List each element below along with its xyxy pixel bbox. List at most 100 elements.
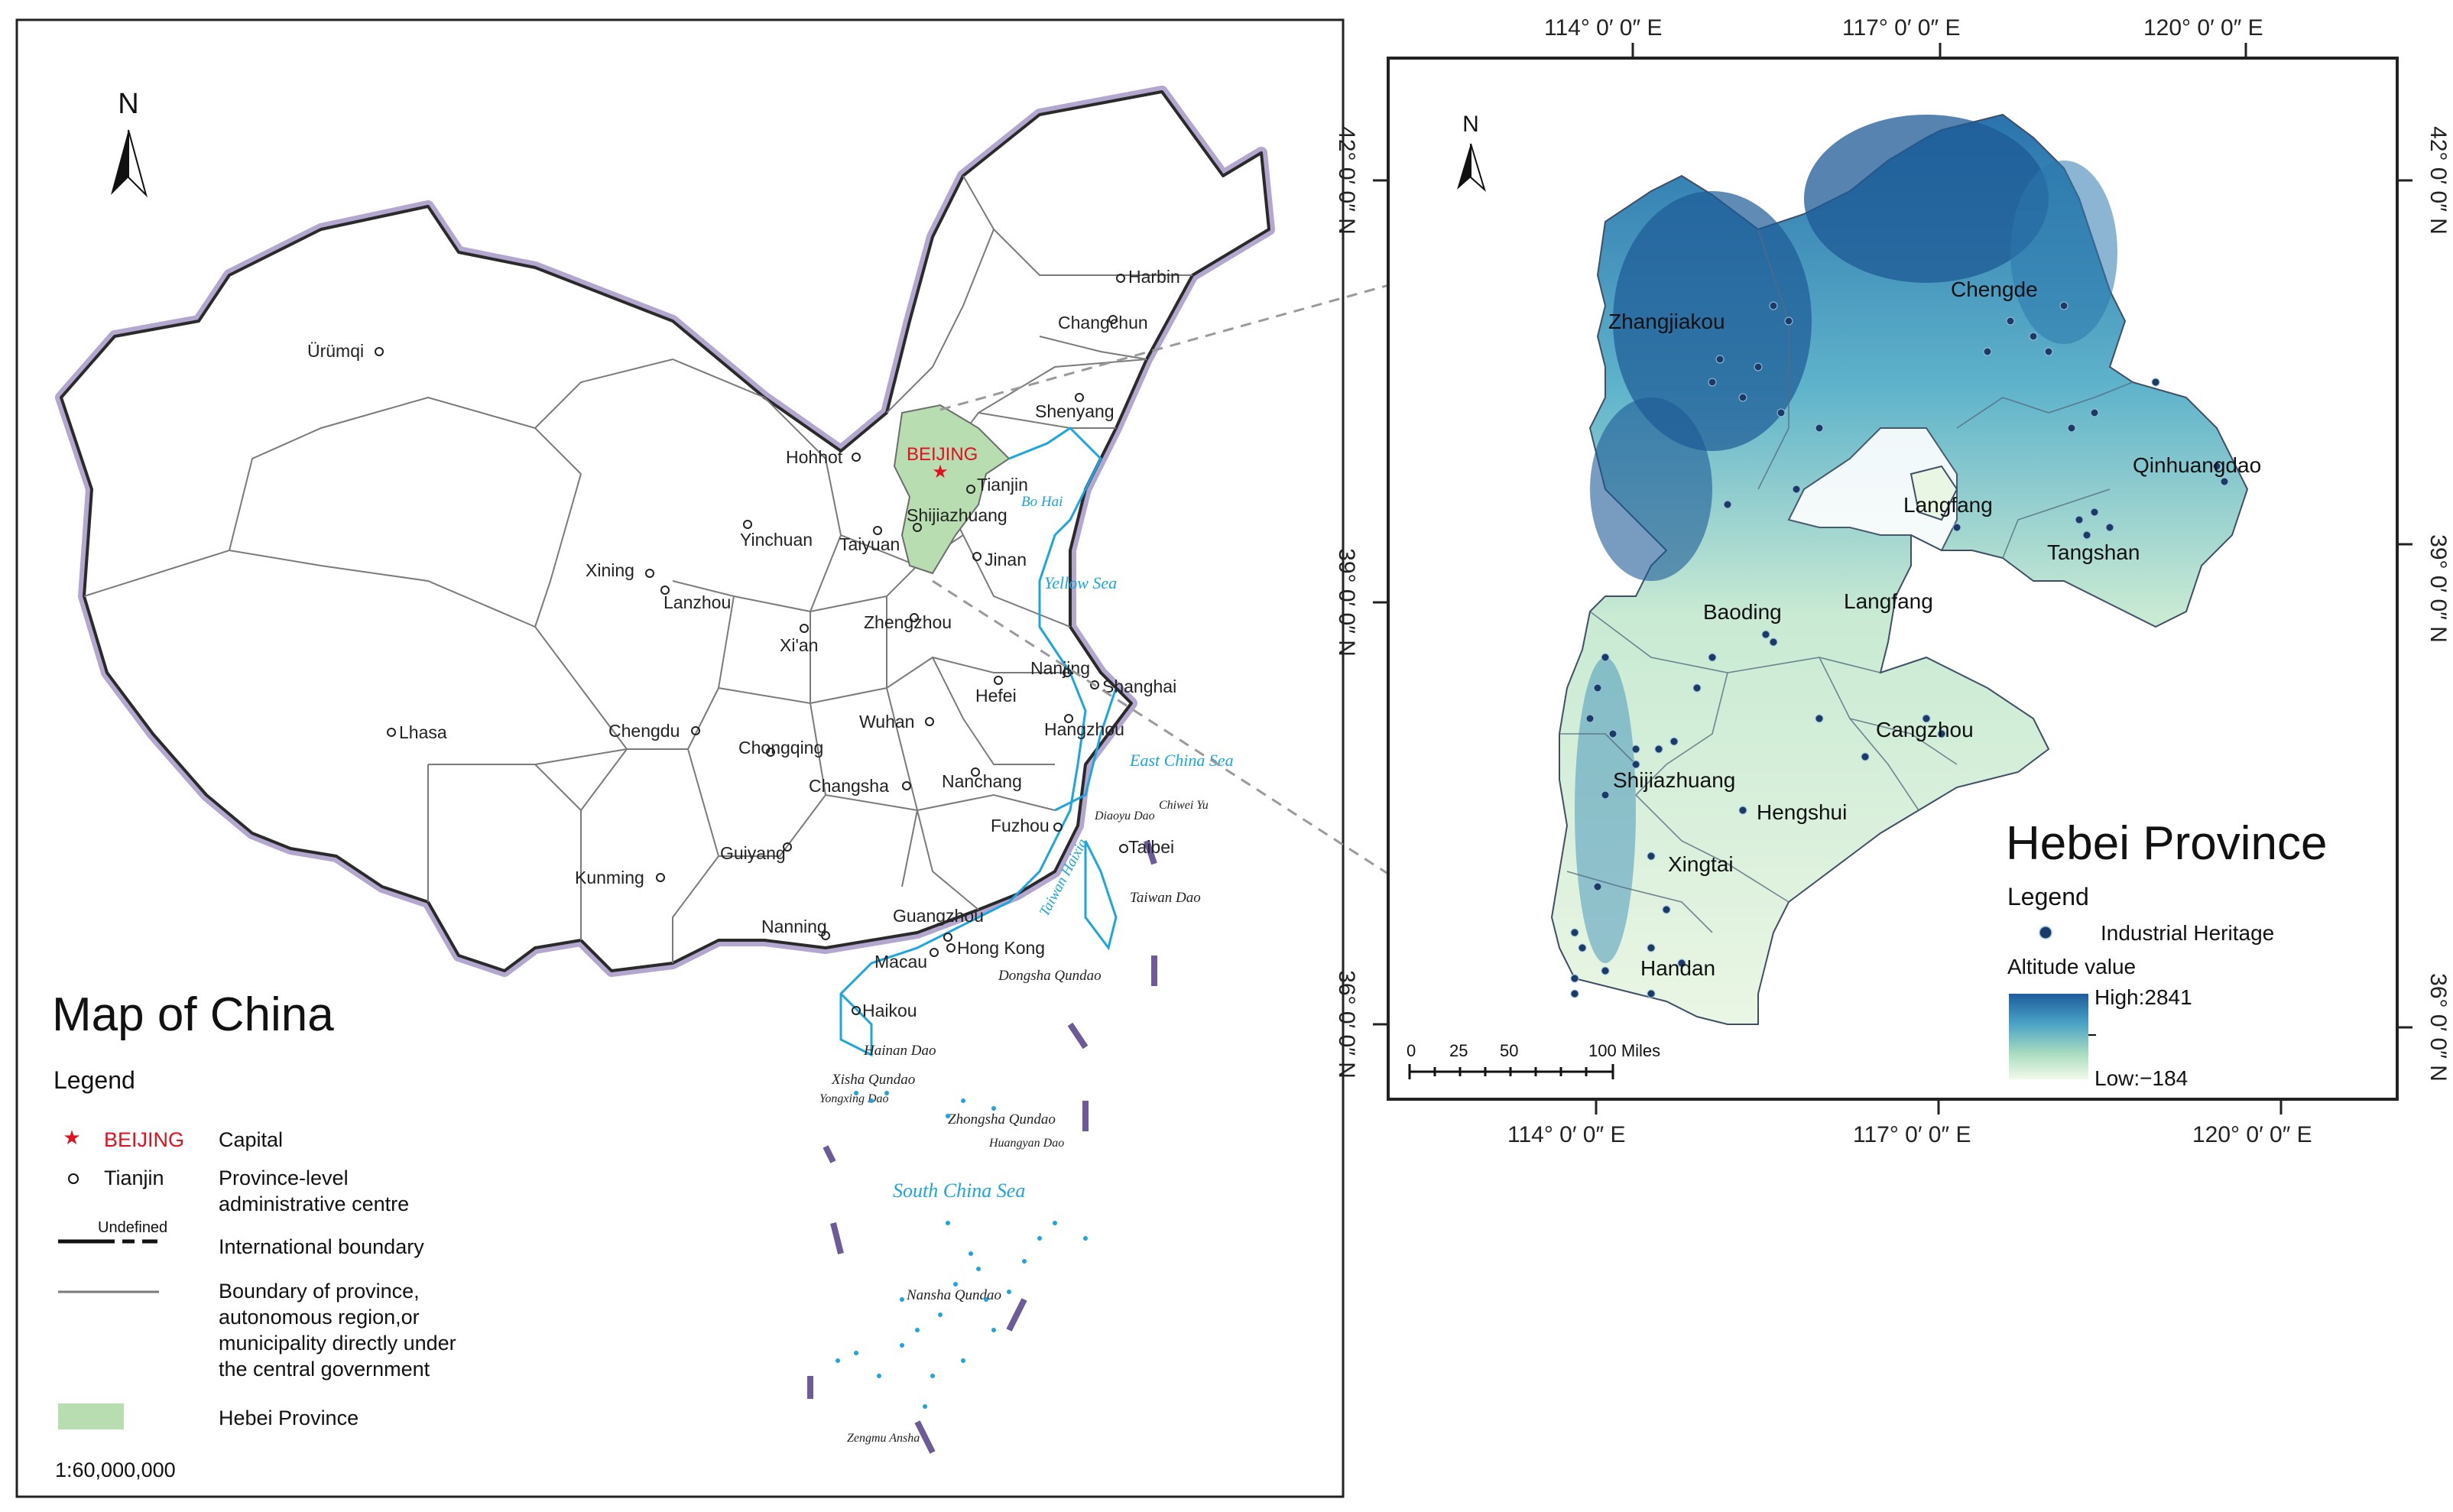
lat-labels-left: 42° 0′ 0″ N 39° 0′ 0″ N 36° 0′ 0″ N <box>1334 126 1359 1079</box>
city-label: Ürümqi <box>307 341 364 361</box>
mountain-shade-northwest <box>1613 191 1812 451</box>
china-north-arrow: N <box>111 88 148 198</box>
mountain-shade-north <box>1804 115 2049 283</box>
city-label: Nanning <box>761 917 827 936</box>
graticule-ticks <box>1373 43 2412 1115</box>
water-label: Yellow Sea <box>1044 573 1117 592</box>
island-label: Huangyan Dao <box>988 1137 1064 1150</box>
legend-prov-desc-3: municipality directly under <box>219 1332 456 1355</box>
altitude-label: Altitude value <box>2007 955 2136 978</box>
lon-label: 120° 0′ 0″ E <box>2192 1122 2312 1147</box>
scale-label: 50 <box>1500 1041 1518 1060</box>
china-panel: N Harbin Changchun Ürümqi Shenyang Hohho… <box>15 18 1345 1498</box>
coastline <box>839 427 1118 1057</box>
lon-label: 117° 0′ 0″ E <box>1842 15 1960 41</box>
mountain-shade-northeast <box>2010 161 2117 344</box>
island-labels: Diaoyu Dao Chiwei Yu Taiwan Dao Dongsha … <box>819 799 1209 1445</box>
legend-intl-desc: International boundary <box>219 1235 424 1258</box>
hebei-city-label: Tangshan <box>2047 540 2140 564</box>
hebei-city-label: Hengshui <box>1757 800 1847 824</box>
legend-hebei-desc: Hebei Province <box>219 1407 359 1429</box>
island-label: Chiwei Yu <box>1159 799 1209 812</box>
lat-label: 36° 0′ 0″ N <box>2425 973 2451 1082</box>
hebei-city-label: Langfang <box>1844 589 1933 613</box>
hebei-highlight <box>893 404 1011 575</box>
lon-label: 117° 0′ 0″ E <box>1853 1122 1971 1147</box>
hebei-city-label: Cangzhou <box>1876 718 1974 741</box>
legend-prov-desc-1: Boundary of province, <box>219 1280 420 1303</box>
city-label: Lhasa <box>399 722 447 742</box>
lat-label: 39° 0′ 0″ N <box>1334 548 1359 657</box>
heritage-points <box>1570 301 2229 998</box>
water-label: Bo Hai <box>1021 494 1063 510</box>
island-label: Xisha Qundao <box>831 1072 915 1088</box>
mountain-shade-west <box>1590 397 1712 581</box>
legend-centre-desc-1: Province-level <box>219 1166 349 1189</box>
china-north-label: N <box>118 88 138 120</box>
hebei-north-label: N <box>1462 112 1479 137</box>
city-label: Haikou <box>862 1001 917 1020</box>
legend-hebei-swatch <box>58 1403 124 1429</box>
china-legend-title: Legend <box>54 1066 135 1094</box>
legend-capital-star-icon: ★ <box>63 1126 80 1149</box>
langfang-enclave <box>1910 465 1958 521</box>
island-label: Zengmu Ansha <box>847 1432 920 1445</box>
legend-centre-marker <box>68 1173 79 1184</box>
city-label: Guangzhou <box>893 906 984 926</box>
legend-heritage-dot <box>2039 926 2052 939</box>
scale-label: 25 <box>1449 1041 1468 1060</box>
city-label: Wuhan <box>859 712 914 732</box>
capital-label: BEIJING <box>907 444 978 465</box>
hebei-city-label: Langfang <box>1903 493 1993 517</box>
hebei-north-arrow: N <box>1457 112 1486 193</box>
island-label: Hainan Dao <box>863 1043 936 1059</box>
island-label: Taiwan Dao <box>1130 890 1201 906</box>
beijing-tianjin-hole <box>1787 427 1958 552</box>
city-label: Zhengzhou <box>864 612 952 632</box>
legend-prov-desc-4: the central government <box>219 1358 430 1381</box>
china-city-layer: Harbin Changchun Ürümqi Shenyang Hohhot … <box>307 267 1180 1020</box>
city-label: Yinchuan <box>740 530 813 550</box>
city-label: Hohhot <box>786 447 843 467</box>
altitude-low: Low:−184 <box>2094 1066 2188 1090</box>
legend-capital-desc: Capital <box>219 1128 283 1151</box>
water-label: South China Sea <box>893 1179 1025 1202</box>
island-label: Zhongsha Qundao <box>948 1111 1056 1128</box>
city-label: Chongqing <box>738 738 823 758</box>
hebei-title: Hebei Province <box>2006 817 2327 870</box>
scs-islands <box>836 1091 1088 1409</box>
lat-label: 42° 0′ 0″ N <box>2425 126 2451 235</box>
lon-label: 114° 0′ 0″ E <box>1507 1122 1625 1147</box>
hebei-city-label: Chengde <box>1951 277 2038 301</box>
hebei-city-labels: Chengde Zhangjiakou Qinhuangdao Langfang… <box>1608 277 2261 980</box>
lon-label: 120° 0′ 0″ E <box>2143 15 2263 41</box>
city-label: Shenyang <box>1035 401 1115 421</box>
city-label: Xi'an <box>780 635 818 655</box>
altitude-high: High:2841 <box>2094 985 2192 1009</box>
city-label: Tianjin <box>977 475 1028 495</box>
city-label: Chengdu <box>608 721 680 741</box>
hebei-city-label: Shijiazhuang <box>1613 768 1735 792</box>
city-label: Harbin <box>1128 267 1180 287</box>
lat-labels-right: 42° 0′ 0″ N 39° 0′ 0″ N 36° 0′ 0″ N <box>2425 126 2451 1082</box>
china-scale: 1:60,000,000 <box>55 1458 176 1481</box>
city-label: Jinan <box>985 550 1027 569</box>
hebei-legend-title: Legend <box>2007 883 2089 910</box>
city-label: Lanzhou <box>664 592 731 612</box>
capital-star-icon: ★ <box>932 462 949 482</box>
city-label: Hangzhou <box>1044 719 1124 739</box>
city-label: Shanghai <box>1102 677 1176 696</box>
city-label: Nanjing <box>1030 658 1090 678</box>
legend-intl-undefined: Undefined <box>98 1219 167 1236</box>
city-label: Shijiazhuang <box>907 505 1007 525</box>
city-label: Changsha <box>809 776 889 796</box>
legend-prov-desc-2: autonomous region,or <box>219 1306 420 1329</box>
hebei-city-label: Zhangjiakou <box>1608 310 1725 333</box>
island-label: Diaoyu Dao <box>1094 810 1155 823</box>
water-label: East China Sea <box>1129 751 1234 770</box>
island-label: Yongxing Dao <box>819 1092 889 1105</box>
mountain-shade-taihang <box>1575 657 1636 963</box>
lat-label: 36° 0′ 0″ N <box>1334 970 1359 1079</box>
lon-labels-top: 114° 0′ 0″ E 117° 0′ 0″ E 120° 0′ 0″ E <box>1544 15 2263 41</box>
